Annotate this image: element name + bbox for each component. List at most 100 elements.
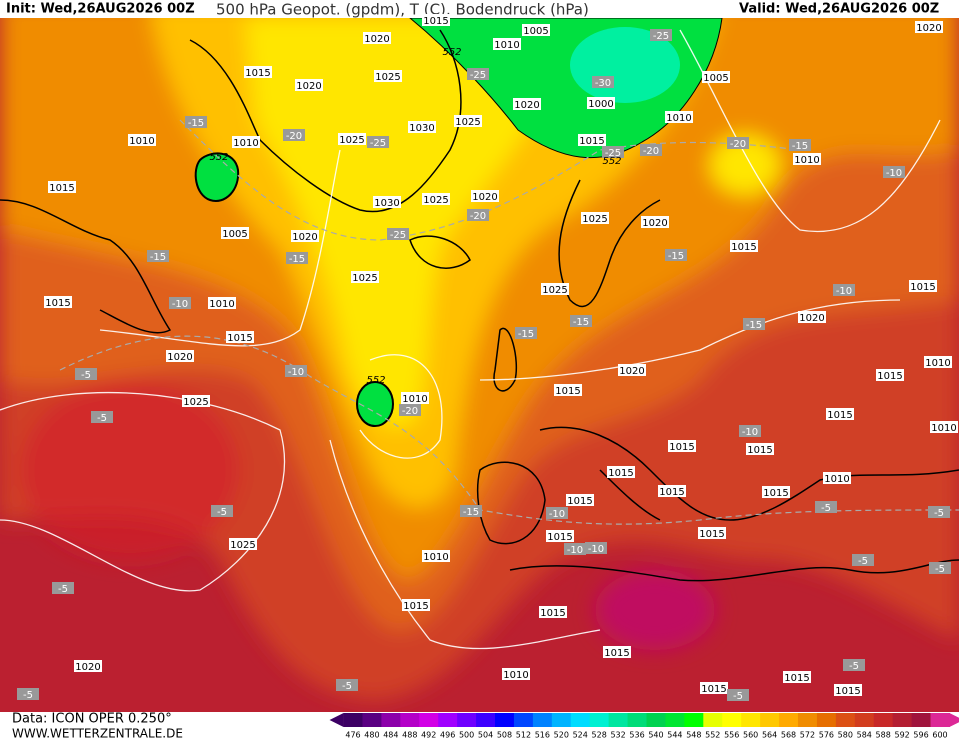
pressure-label: 1020 <box>916 23 941 34</box>
legend-label: 476 <box>345 731 360 740</box>
pressure-label-box <box>232 136 260 148</box>
legend-swatch <box>513 713 534 727</box>
legend-swatch <box>854 713 875 727</box>
legend-label: 580 <box>838 731 853 740</box>
temperature-label: -10 <box>742 427 758 438</box>
temperature-label: -20 <box>643 146 659 157</box>
temperature-label: -25 <box>470 70 486 81</box>
coastlines <box>0 29 959 582</box>
temperature-label: -10 <box>549 509 565 520</box>
temperature-label-box <box>727 689 749 701</box>
pressure-label: 1025 <box>375 72 400 83</box>
pressure-label-box <box>295 79 323 91</box>
data-source: Data: ICON OPER 0.250° <box>12 712 172 727</box>
pressure-label-box <box>513 98 541 110</box>
pressure-label: 1020 <box>619 366 644 377</box>
legend-label: 556 <box>724 731 739 740</box>
pressure-label-box <box>762 486 790 498</box>
temperature-label: -30 <box>595 78 611 89</box>
temperature-label: -10 <box>288 367 304 378</box>
temperature-label-box <box>185 116 207 128</box>
pressure-label-box <box>578 134 606 146</box>
legend-swatch <box>835 713 856 727</box>
temperature-label: -5 <box>849 661 859 672</box>
legend-label: 576 <box>819 731 834 740</box>
legend-swatch <box>741 713 761 727</box>
legend-swatch <box>722 713 742 727</box>
legend-label: 560 <box>743 731 758 740</box>
legend-swatch <box>476 713 496 727</box>
pressure-label-box <box>587 97 615 109</box>
temperature-label-box <box>852 554 874 566</box>
legend-label: 572 <box>800 731 815 740</box>
legend-swatch <box>930 713 950 727</box>
pressure-label-box <box>422 550 450 562</box>
pressure-label: 1015 <box>49 183 74 194</box>
pressure-label: 1015 <box>403 601 428 612</box>
pressure-label: 1015 <box>604 648 629 659</box>
pressure-label-box <box>402 599 430 611</box>
temperature-label-box <box>592 76 614 88</box>
pressure-label: 1010 <box>402 394 427 405</box>
temperature-label: -5 <box>217 507 227 518</box>
temperature-label: -10 <box>172 299 188 310</box>
isobars <box>0 29 941 650</box>
pressure-label: 1010 <box>666 113 691 124</box>
temperature-label-box <box>399 404 421 416</box>
legend-swatch <box>873 713 894 727</box>
pressure-label-box <box>607 466 635 478</box>
legend-swatch <box>381 713 401 727</box>
legend-label: 528 <box>592 731 607 740</box>
temperature-label-box <box>546 507 568 519</box>
temperature-label: -5 <box>97 413 107 424</box>
pressure-label: 1010 <box>503 670 528 681</box>
legend-swatch <box>589 713 610 727</box>
temperature-label: -15 <box>150 252 166 263</box>
pressure-label: 1005 <box>222 229 247 240</box>
map-title: 500 hPa Geopot. (gpdm), T (C), Bodendruc… <box>216 1 589 19</box>
temperature-label-box <box>169 297 191 309</box>
pressure-label: 1015 <box>608 468 633 479</box>
pressure-label: 1015 <box>659 487 684 498</box>
temperature-label: -20 <box>286 131 302 142</box>
pressure-label-box <box>44 296 72 308</box>
pressure-label-box <box>834 684 862 696</box>
pressure-label: 1015 <box>555 386 580 397</box>
temperature-label-box <box>515 327 537 339</box>
legend-label: 532 <box>610 731 625 740</box>
pressure-label-box <box>221 227 249 239</box>
pressure-label-box <box>924 356 952 368</box>
site-name: WWW.WETTERZENTRALE.DE <box>12 727 183 741</box>
temperature-label: -15 <box>463 507 479 518</box>
temperature-label-box <box>285 365 307 377</box>
legend-swatch <box>665 713 685 727</box>
pressure-label: 1020 <box>292 232 317 243</box>
temperature-label-box <box>460 505 482 517</box>
pressure-label-box <box>48 181 76 193</box>
legend-swatch <box>760 713 780 727</box>
legend-swatch <box>495 713 515 727</box>
legend-swatch <box>400 713 420 727</box>
legend-label: 480 <box>364 731 379 740</box>
pressure-label: 1025 <box>339 135 364 146</box>
pressure-label: 1020 <box>167 352 192 363</box>
pressure-label-box <box>700 682 728 694</box>
pressure-label: 1015 <box>669 442 694 453</box>
temperature-label: -5 <box>58 584 68 595</box>
pressure-label-box <box>128 134 156 146</box>
map <box>0 18 959 712</box>
temperature-label-box <box>815 501 837 513</box>
pressure-label-box <box>493 38 521 50</box>
pressure-label: 1015 <box>747 445 772 456</box>
pressure-label-box <box>74 660 102 672</box>
temperature-label: -20 <box>402 406 418 417</box>
pressure-label: 1025 <box>455 117 480 128</box>
legend-label: 496 <box>440 731 455 740</box>
temperature-label-box <box>602 146 624 158</box>
pressure-label: 1025 <box>542 285 567 296</box>
pressure-label-box <box>541 283 569 295</box>
pressure-label-box <box>422 193 450 205</box>
pressure-label: 1010 <box>494 40 519 51</box>
temperature-label-box <box>286 252 308 264</box>
temperature-label: -5 <box>81 370 91 381</box>
